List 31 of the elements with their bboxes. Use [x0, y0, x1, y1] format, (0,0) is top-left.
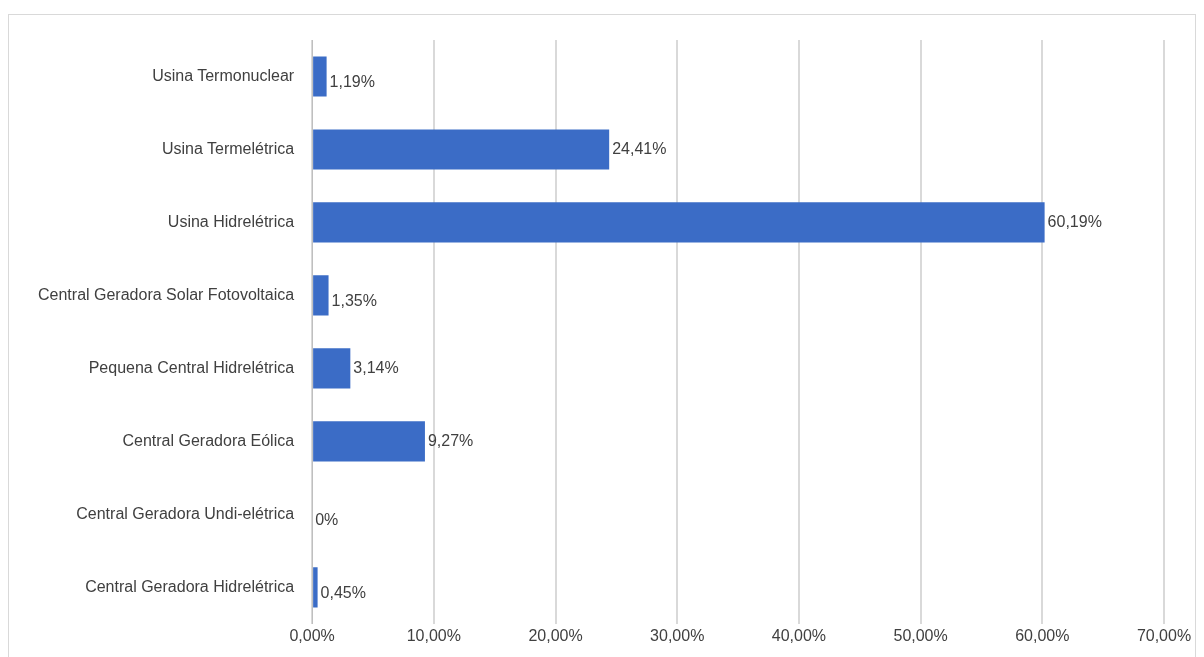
x-tick-label: 10,00%	[406, 626, 461, 644]
data-label: 60,19%	[1047, 212, 1102, 230]
data-label: 3,14%	[353, 358, 399, 376]
data-label: 9,27%	[427, 431, 474, 449]
y-tick-label: Central Geradora Eólica	[122, 431, 295, 449]
data-label: 1,35%	[331, 291, 377, 309]
data-label: 0,45%	[320, 583, 366, 601]
bar	[313, 567, 318, 608]
bar	[313, 348, 351, 389]
x-tick-label: 20,00%	[528, 626, 583, 644]
x-tick-label: 50,00%	[893, 626, 948, 644]
y-tick-label: Usina Hidrelétrica	[167, 212, 295, 230]
data-label: 24,41%	[612, 139, 667, 157]
y-tick-label: Central Geradora Undi-elétrica	[76, 504, 295, 522]
bar	[313, 421, 425, 462]
x-tick-label: 70,00%	[1136, 626, 1192, 644]
y-tick-label: Central Geradora Solar Fotovoltaica	[38, 285, 295, 303]
y-tick-label: Usina Termonuclear	[152, 66, 295, 84]
bar	[313, 275, 329, 316]
x-tick-label: 60,00%	[1015, 626, 1070, 644]
y-tick-label: Usina Termelétrica	[161, 139, 295, 157]
y-tick-label: Pequena Central Hidrelétrica	[88, 358, 295, 376]
x-tick-label: 40,00%	[771, 626, 827, 644]
x-tick-label: 0,00%	[289, 626, 335, 644]
bar	[313, 202, 1045, 243]
bar	[313, 56, 327, 97]
x-tick-label: 30,00%	[650, 626, 705, 644]
y-tick-label: Central Geradora Hidrelétrica	[85, 577, 295, 595]
bar	[313, 129, 610, 170]
data-label: 1,19%	[329, 72, 375, 90]
data-label: 0%	[315, 510, 339, 528]
